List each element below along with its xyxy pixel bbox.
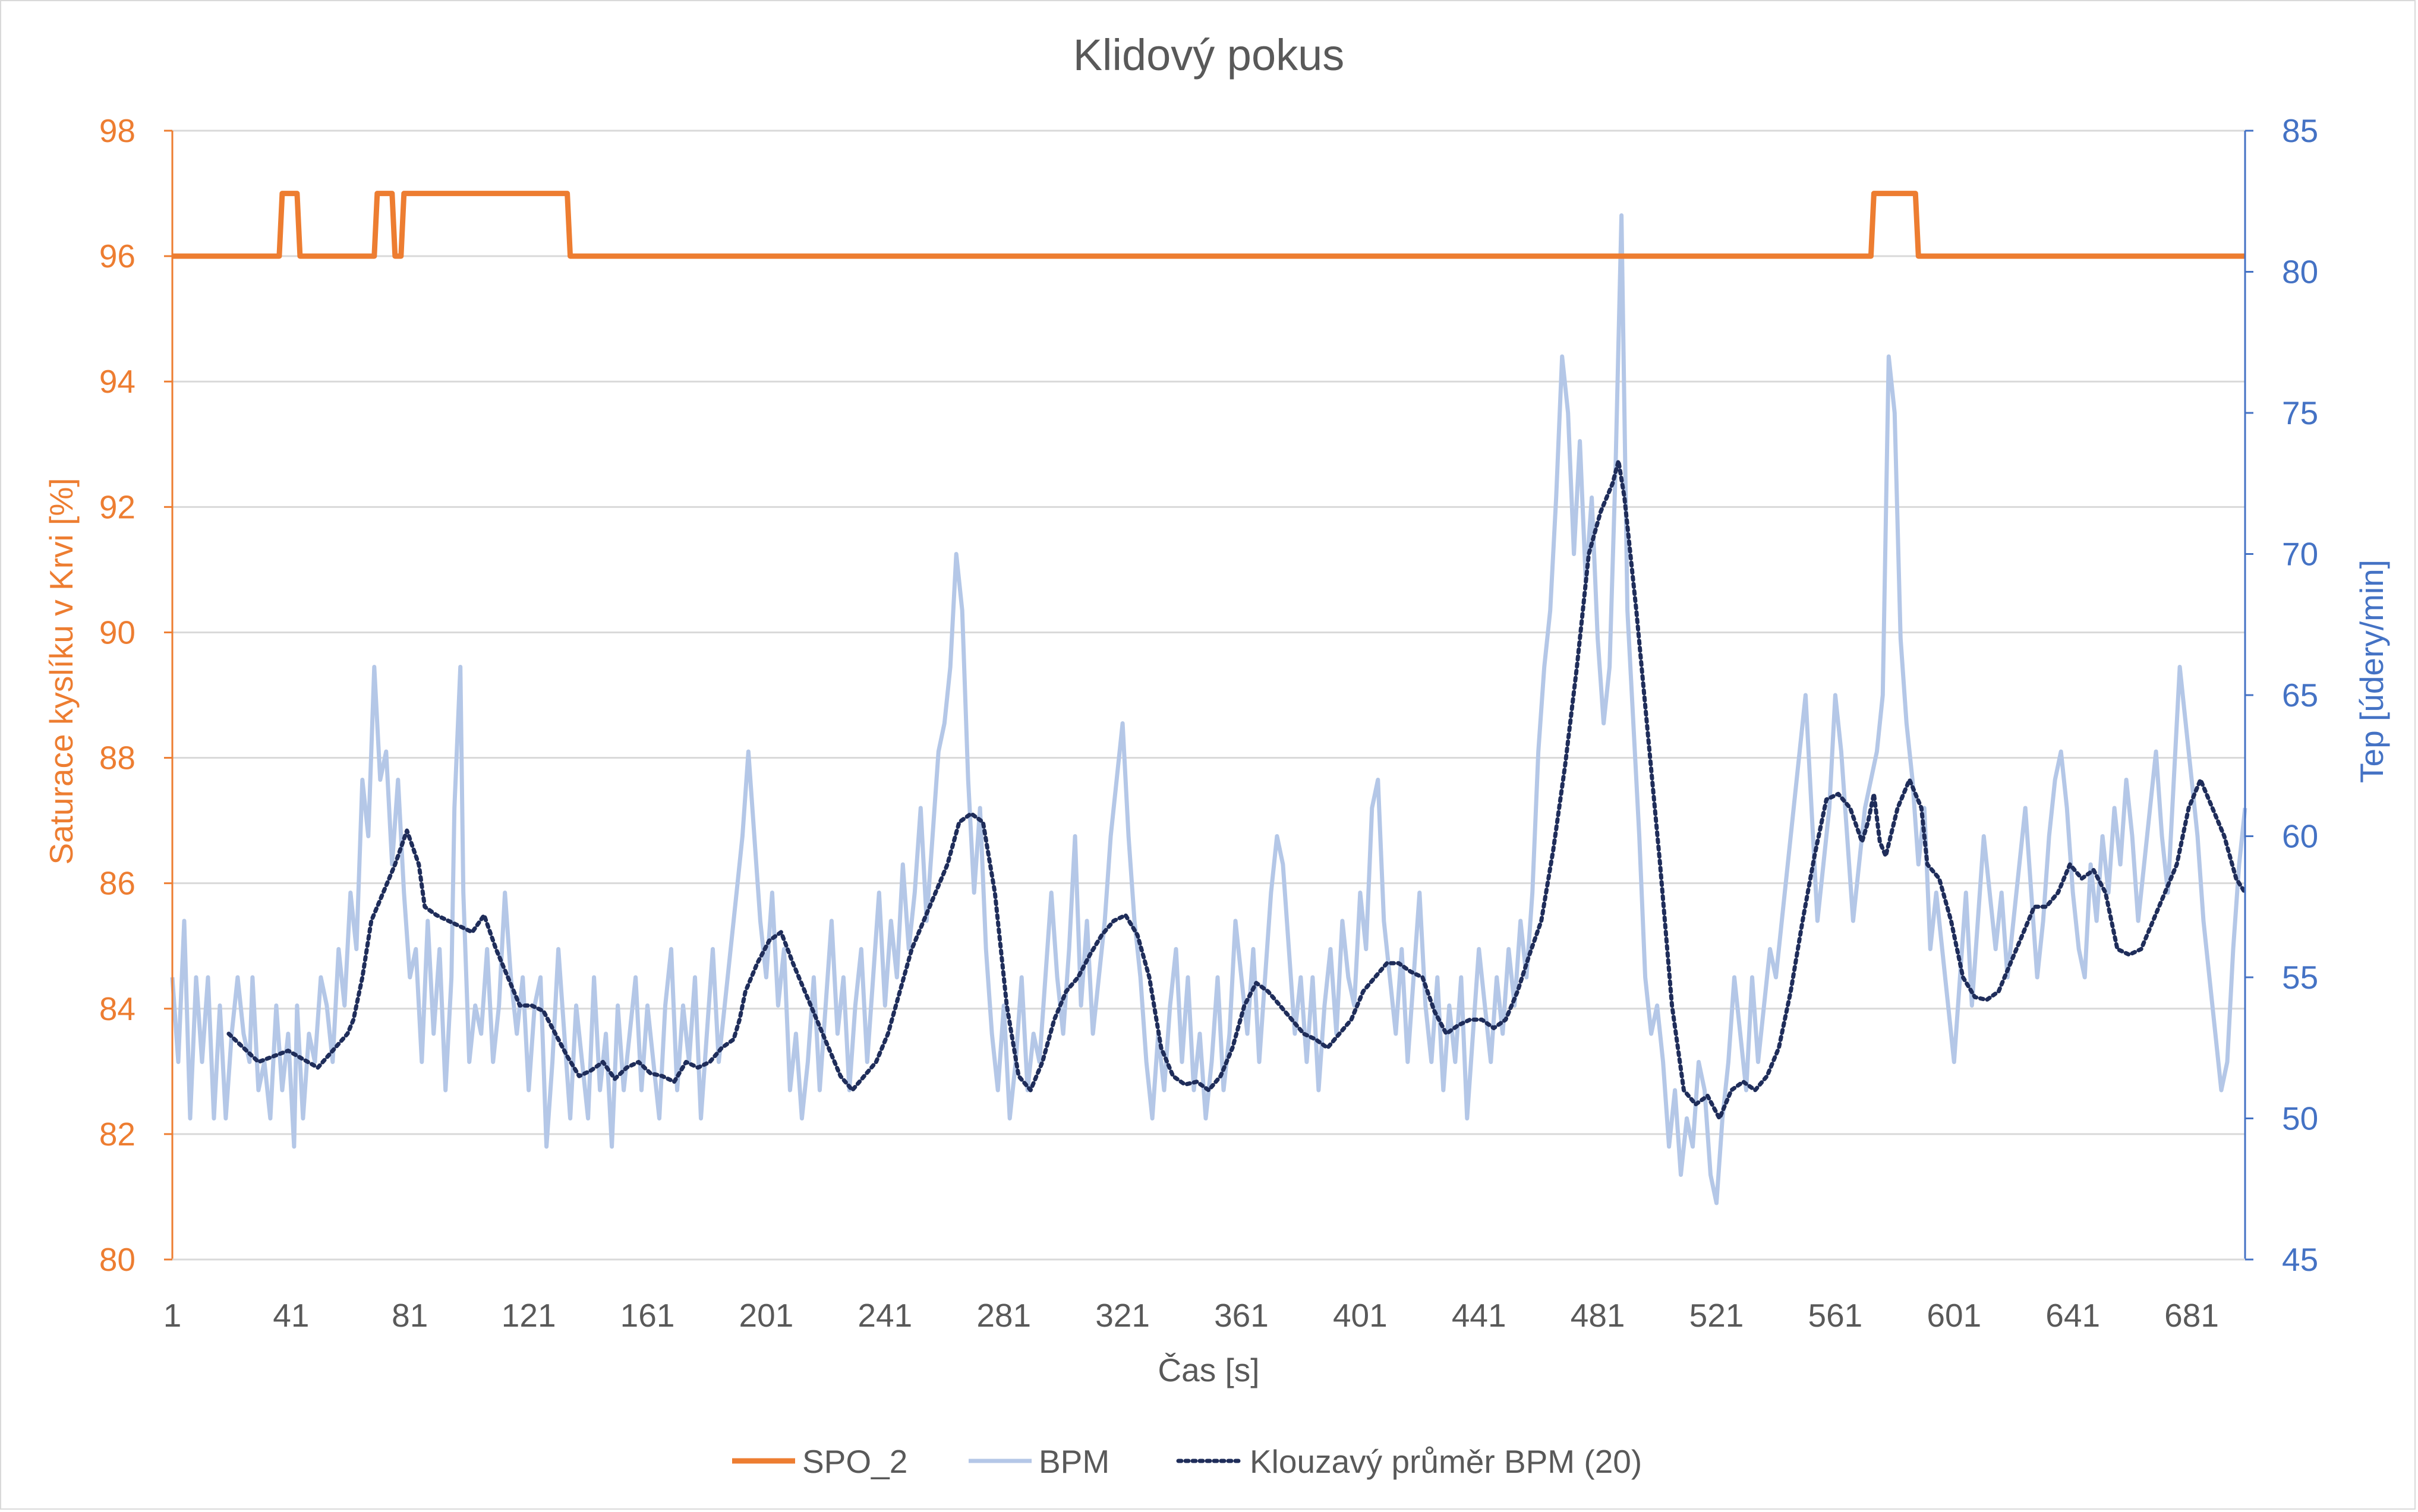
legend-label: Klouzavý průměr BPM (20) bbox=[1250, 1443, 1642, 1480]
legend-item-moving-average: Klouzavý průměr BPM (20) bbox=[1176, 1443, 1642, 1480]
x-tick-label: 201 bbox=[739, 1297, 794, 1334]
axes bbox=[164, 130, 2253, 1261]
y-left-tick-label: 96 bbox=[99, 238, 135, 274]
legend: SPO_2 BPM Klouzavý průměr BPM (20) bbox=[732, 1443, 1642, 1480]
y-left-tick-label: 84 bbox=[99, 990, 135, 1027]
x-tick-label: 41 bbox=[273, 1297, 309, 1334]
x-tick-label: 241 bbox=[858, 1297, 912, 1334]
series-line-bpm bbox=[170, 213, 2247, 1205]
x-tick-label: 641 bbox=[2045, 1297, 2100, 1334]
y-left-tick-label: 86 bbox=[99, 865, 135, 902]
x-axis-title: Čas [s] bbox=[1158, 1352, 1259, 1388]
legend-item-bpm: BPM bbox=[969, 1443, 1109, 1480]
series-line-spo2 bbox=[172, 191, 2245, 259]
legend-item-spo2: SPO_2 bbox=[732, 1443, 907, 1480]
x-tick-label: 121 bbox=[502, 1297, 556, 1334]
tick-labels: 80 82 84 86 88 90 92 94 96 98 45 50 55 60 65 70 75 80 85 1 4… bbox=[99, 112, 2318, 1334]
y-axis-left-title: Saturace kyslíku v Krvi [%] bbox=[43, 478, 80, 864]
x-tick-label: 81 bbox=[392, 1297, 428, 1334]
y-right-tick-label: 85 bbox=[2282, 112, 2318, 149]
y-right-tick-label: 70 bbox=[2282, 536, 2318, 573]
y-axis-right-title: Tep [údery/min] bbox=[2353, 560, 2390, 783]
y-right-tick-label: 65 bbox=[2282, 677, 2318, 714]
x-tick-label: 521 bbox=[1689, 1297, 1744, 1334]
x-tick-label: 401 bbox=[1333, 1297, 1388, 1334]
x-tick-label: 1 bbox=[163, 1297, 182, 1334]
x-tick-label: 321 bbox=[1095, 1297, 1150, 1334]
x-tick-label: 161 bbox=[620, 1297, 675, 1334]
series-layer bbox=[170, 191, 2247, 1205]
y-right-tick-label: 75 bbox=[2282, 394, 2318, 431]
y-left-tick-label: 98 bbox=[99, 112, 135, 149]
y-left-tick-label: 94 bbox=[99, 363, 135, 400]
legend-label: SPO_2 bbox=[802, 1443, 907, 1480]
y-left-tick-label: 82 bbox=[99, 1116, 135, 1153]
y-left-tick-label: 88 bbox=[99, 740, 135, 776]
x-tick-label: 561 bbox=[1808, 1297, 1863, 1334]
y-left-tick-label: 92 bbox=[99, 488, 135, 525]
x-tick-label: 361 bbox=[1214, 1297, 1269, 1334]
y-right-tick-label: 45 bbox=[2282, 1241, 2318, 1278]
y-right-tick-label: 80 bbox=[2282, 254, 2318, 291]
series-line-moving-average bbox=[226, 459, 2247, 1120]
chart-title: Klidový pokus bbox=[1073, 30, 1345, 80]
x-tick-label: 481 bbox=[1571, 1297, 1625, 1334]
y-left-tick-label: 80 bbox=[99, 1241, 135, 1278]
y-left-tick-label: 90 bbox=[99, 614, 135, 651]
x-tick-label: 601 bbox=[1927, 1297, 1981, 1334]
x-tick-label: 441 bbox=[1452, 1297, 1506, 1334]
y-right-tick-label: 60 bbox=[2282, 818, 2318, 855]
y-right-tick-label: 50 bbox=[2282, 1100, 2318, 1137]
legend-label: BPM bbox=[1039, 1443, 1109, 1480]
x-tick-label: 281 bbox=[976, 1297, 1031, 1334]
x-tick-label: 681 bbox=[2164, 1297, 2219, 1334]
y-right-tick-label: 55 bbox=[2282, 959, 2318, 996]
